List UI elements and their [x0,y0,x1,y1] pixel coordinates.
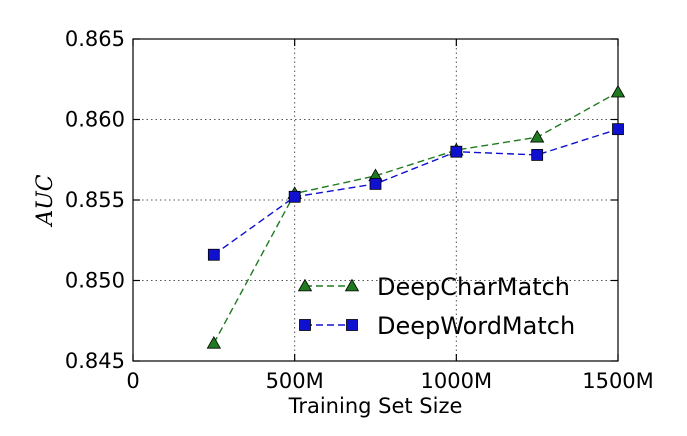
y-axis-label: AUC [33,174,58,227]
series-line-deepwordmatch [213,128,619,256]
data-point-deepcharmatch [206,335,222,349]
series-deepcharmatch [206,84,626,349]
data-point-deepcharmatch [610,84,626,98]
legend-marker [299,319,311,331]
x-tick-label: 1000M [421,369,493,393]
data-point-deepwordmatch [207,248,220,261]
y-tick-label: 0.845 [65,349,125,373]
data-point-deepwordmatch [288,190,301,203]
x-tick-label: 1500M [582,369,654,393]
series-layer [206,84,626,349]
x-axis-label: Training Set Size [288,394,463,418]
legend-label: DeepCharMatch [377,273,570,301]
data-point-deepwordmatch [531,149,544,161]
x-tick-label: 0 [126,369,139,393]
y-tick-label: 0.855 [65,188,125,212]
legend-item-deepwordmatch: DeepWordMatch [299,312,575,340]
data-point-deepwordmatch [612,123,624,136]
series-line-deepcharmatch [213,91,619,344]
series-deepwordmatch [207,123,624,261]
legend: DeepCharMatch DeepWordMatch [297,273,575,340]
x-tick-label: 500M [266,369,324,393]
data-point-deepcharmatch [529,129,545,143]
legend-item-deepcharmatch: DeepCharMatch [297,273,570,301]
y-tick-label: 0.850 [65,269,125,293]
legend-marker [297,278,313,292]
legend-label: DeepWordMatch [377,312,575,340]
data-point-deepwordmatch [369,177,382,190]
legend-marker [344,278,360,292]
y-tick-label: 0.860 [65,108,125,132]
data-point-deepwordmatch [450,145,463,158]
axis-ticks: 0 500M 1000M 1500M 0.845 0.850 0.855 0.860 0.865 [65,27,654,393]
legend-marker [346,319,358,331]
y-tick-label: 0.865 [65,27,125,51]
